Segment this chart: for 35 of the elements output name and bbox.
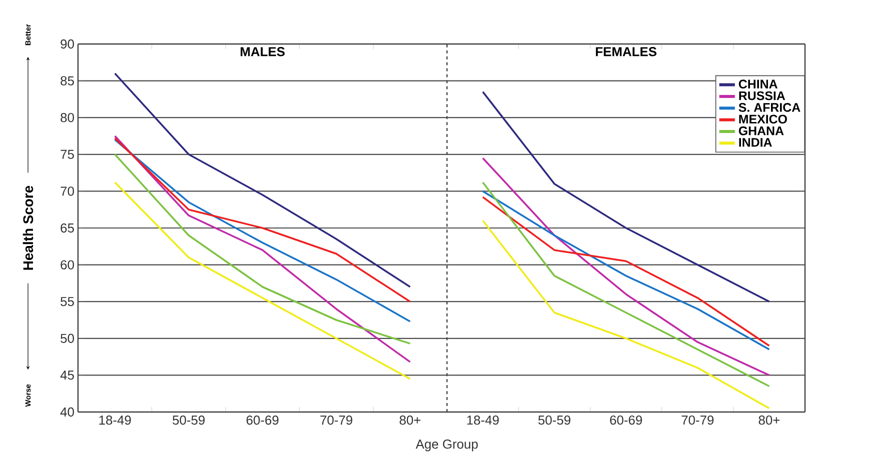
legend-label: RUSSIA	[739, 91, 786, 100]
y-tick-label: 85	[60, 76, 74, 86]
x-tick-label: 70-79	[682, 416, 714, 425]
line-series	[114, 154, 411, 344]
legend-label: S. AFRICA	[738, 103, 800, 112]
y-tick-label: 45	[60, 370, 74, 380]
x-tick-label: 50-59	[172, 416, 205, 425]
x-tick-label: 50-59	[538, 416, 570, 425]
y-tick-label: 55	[60, 297, 74, 306]
legend-label: MEXICO	[739, 114, 787, 124]
y-axis-title: Health Score	[22, 186, 34, 270]
y-tick-label: 60	[60, 260, 74, 270]
y-tick-label: 50	[60, 334, 74, 343]
y-tick-label: 40	[60, 407, 74, 417]
x-tick-label: 18-49	[467, 416, 499, 425]
y-tick-label: 90	[60, 39, 74, 49]
chart-title: FEMALES	[596, 47, 656, 56]
y-tick-label: 80	[60, 113, 74, 122]
x-axis-title: Age Group	[416, 440, 478, 452]
x-tick-label: 60-69	[246, 416, 278, 425]
y-tick-label: 65	[60, 223, 74, 233]
line-series	[114, 181, 411, 380]
line-series	[114, 72, 411, 288]
x-tick-label: 70-79	[320, 416, 352, 425]
x-tick-label: 60-69	[610, 416, 642, 425]
x-tick-label: 18-49	[99, 416, 131, 425]
chart-title: MALES	[240, 47, 285, 56]
legend-label: CHINA	[738, 80, 778, 88]
x-tick-label: 80+	[758, 416, 780, 425]
legend-label: INDIA	[739, 138, 772, 147]
legend-label: GHANA	[738, 126, 784, 136]
y-tick-label: 70	[60, 186, 74, 196]
line-series	[114, 135, 411, 363]
y-tick-label: 75	[60, 150, 74, 159]
x-tick-label: 80+	[400, 416, 420, 425]
